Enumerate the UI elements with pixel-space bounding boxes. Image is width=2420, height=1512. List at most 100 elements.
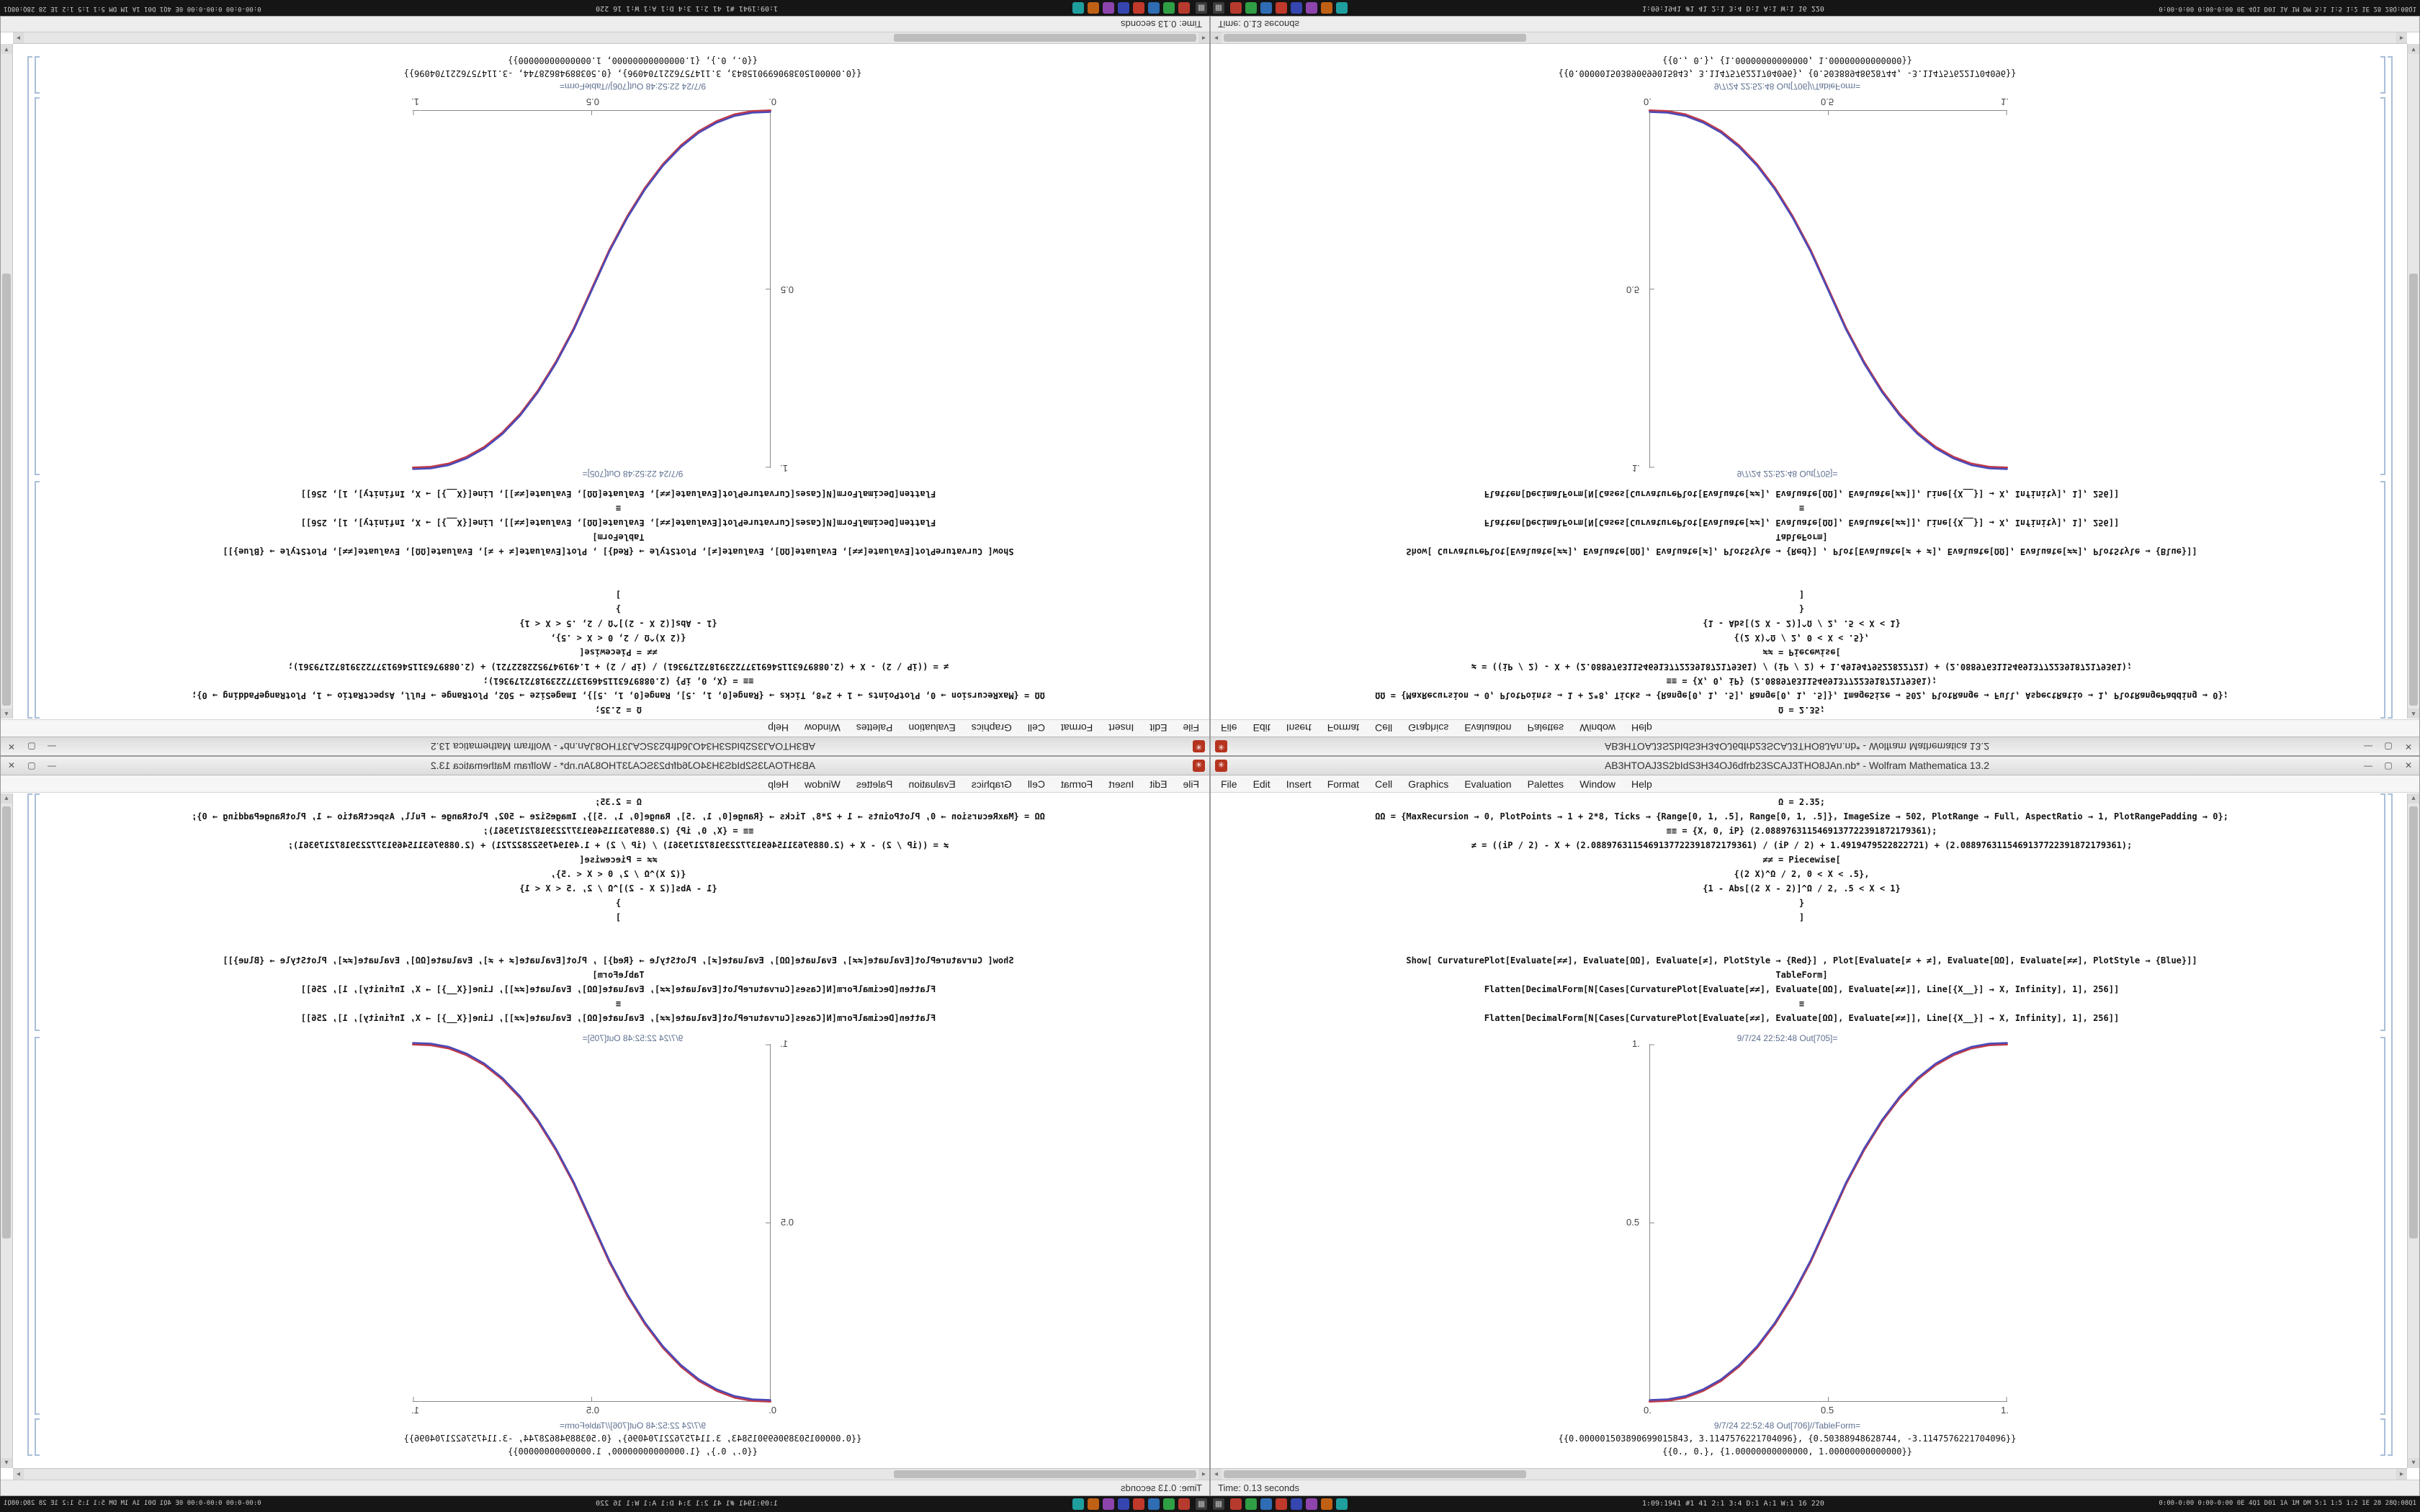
taskbar-app-blue[interactable] [1260,2,1272,14]
menu-item[interactable]: Insert [1108,778,1134,790]
horizontal-scrollbar-thumb[interactable] [1224,1470,1526,1478]
horizontal-scrollbar[interactable]: ◂ ▸ [1211,1468,2407,1480]
vertical-scrollbar-thumb[interactable] [2,806,11,1238]
table-cell-bracket[interactable] [2380,1418,2385,1456]
taskbar-app-green[interactable] [1163,2,1175,14]
vertical-scrollbar[interactable]: ▴ ▾ [1,793,13,1468]
menu-item[interactable]: Evaluation [1464,778,1512,790]
start-menu-icon[interactable]: ▦ [1213,2,1224,14]
scroll-up-icon[interactable]: ▴ [2408,793,2419,804]
taskbar-app-blue[interactable] [1148,2,1160,14]
vertical-scrollbar[interactable]: ▴ ▾ [2407,44,2419,719]
menu-item[interactable]: Palettes [856,722,893,734]
menu-item[interactable]: Format [1327,778,1360,790]
menu-item[interactable]: Palettes [856,778,893,790]
code-line[interactable]: ≠ = ((iP / 2) - X + (2.08897631154691377… [1471,840,2133,850]
menu-item[interactable]: Insert [1108,722,1134,734]
cell-group-bracket[interactable] [27,793,32,1456]
input-cells[interactable]: Ω = 2.35; ΩΩ = {MaxRecursion → 0, PlotPoi… [1240,487,2364,717]
taskbar-app-blue[interactable] [1148,1498,1160,1510]
code-line[interactable]: TableForm] [592,970,645,980]
menu-item[interactable]: Edit [1150,722,1168,734]
menu-item[interactable]: Insert [1286,722,1312,734]
code-line[interactable]: ≡ [1798,999,1805,1009]
code-line[interactable]: {1 - Abs[(2 X - 2)]^Ω / 2, .5 < X < 1} [519,883,717,894]
vertical-scrollbar[interactable]: ▴ ▾ [2407,793,2419,1468]
plot-cell-bracket[interactable] [2380,1037,2385,1415]
vertical-scrollbar-thumb[interactable] [2409,274,2418,706]
code-line[interactable]: Flatten[DecimalForm[N[Cases[CurvaturePlo… [1484,518,2120,528]
menu-item[interactable]: Graphics [1408,722,1449,734]
code-line[interactable] [56,559,1180,573]
menu-item[interactable]: Format [1327,722,1360,734]
cell-group-bracket[interactable] [2388,56,2393,719]
table-cell-bracket[interactable] [2380,56,2385,94]
notebook-content[interactable]: Ω = 2.35; ΩΩ = {MaxRecursion → 0, PlotPoi… [13,793,1209,1467]
horizontal-scrollbar[interactable]: ◂ ▸ [1211,32,2407,44]
menu-item[interactable]: Edit [1150,778,1168,790]
taskbar-app-crimson[interactable] [1276,2,1287,14]
minimize-button[interactable]: — [48,742,56,752]
taskbar-app-red[interactable] [1178,2,1190,14]
window-titlebar[interactable]: ✳ AB3HTOAJ3S2bIdS3H34OJ6dfrb23SCAJ3THO8J… [1,757,1209,775]
code-line[interactable]: Flatten[DecimalForm[N[Cases[CurvaturePlo… [300,1013,936,1023]
window-titlebar[interactable]: ✳ AB3HTOAJ3S2bIdS3H34OJ6dfrb23SCAJ3THO8J… [1,737,1209,755]
taskbar-app-indigo[interactable] [1291,1498,1302,1510]
scroll-up-icon[interactable]: ▴ [2408,708,2419,719]
menu-item[interactable]: Graphics [1408,778,1449,790]
input-cell-bracket[interactable] [2380,481,2385,719]
code-line[interactable]: ] [615,590,622,600]
code-line[interactable]: ≡≡ = {X, 0, iP} (2.088976311546913772239… [1666,676,1937,686]
horizontal-scrollbar[interactable]: ◂ ▸ [13,32,1209,44]
taskbar-app-orange[interactable] [1321,1498,1332,1510]
maximize-button[interactable]: ▢ [27,760,36,770]
input-cell-bracket[interactable] [35,793,40,1031]
notebook-content[interactable]: Ω = 2.35; ΩΩ = {MaxRecursion → 0, PlotPoi… [1211,45,2407,719]
input-cell-bracket[interactable] [2380,793,2385,1031]
taskbar-app-indigo[interactable] [1118,2,1129,14]
cell-group-bracket[interactable] [27,56,32,719]
taskbar-app-orange[interactable] [1321,2,1332,14]
maximize-button[interactable]: ▢ [27,742,36,752]
menu-item[interactable]: Help [1631,722,1652,734]
input-cells[interactable]: Ω = 2.35; ΩΩ = {MaxRecursion → 0, PlotPoi… [56,795,1180,1025]
taskbar-app-crimson[interactable] [1133,2,1144,14]
start-menu-icon[interactable]: ▦ [1213,1498,1224,1510]
taskbar-app-teal[interactable] [1072,2,1084,14]
window-titlebar[interactable]: ✳ AB3HTOAJ3S2bIdS3H34OJ6dfrb23SCAJ3THO8J… [1211,737,2419,755]
output-plot[interactable]: 0. 0.5 1. 0.5 1. [1626,96,2009,474]
code-line[interactable]: ] [615,912,622,922]
taskbar-app-indigo[interactable] [1291,2,1302,14]
scroll-up-icon[interactable]: ▴ [1,793,12,804]
menu-item[interactable]: Graphics [971,778,1012,790]
code-line[interactable]: ] [1798,912,1805,922]
code-line[interactable]: ≡ [1798,503,1805,513]
taskbar-app-purple[interactable] [1306,2,1317,14]
code-line[interactable]: TableForm] [1775,532,1828,542]
close-button[interactable]: ✕ [2404,760,2413,770]
menu-item[interactable]: Evaluation [908,778,956,790]
horizontal-scrollbar[interactable]: ◂ ▸ [13,1468,1209,1480]
code-line[interactable] [1240,559,2364,573]
code-line[interactable]: ΩΩ = {MaxRecursion → 0, PlotPoints → 1 +… [1375,690,2228,701]
taskbar-app-teal[interactable] [1072,1498,1084,1510]
code-line[interactable]: Flatten[DecimalForm[N[Cases[CurvaturePlo… [300,984,936,994]
code-line[interactable]: ≡≡ = {X, 0, iP} (2.088976311546913772239… [483,826,754,836]
code-line[interactable]: } [615,604,622,614]
start-menu-icon[interactable]: ▦ [1196,2,1207,14]
code-line[interactable]: ≡ [615,503,622,513]
table-cell-bracket[interactable] [35,56,40,94]
menu-item[interactable]: Cell [1375,778,1393,790]
start-menu-icon[interactable]: ▦ [1196,1498,1207,1510]
code-line[interactable]: } [1798,898,1805,908]
taskbar-app-red[interactable] [1230,1498,1242,1510]
code-line[interactable]: ≠≠ = Piecewise[ [1762,647,1841,657]
menu-item[interactable]: File [1221,722,1237,734]
cell-group-bracket[interactable] [2388,793,2393,1456]
code-line[interactable]: Ω = 2.35; [1778,705,1826,715]
code-line[interactable]: Flatten[DecimalForm[N[Cases[CurvaturePlo… [300,489,936,499]
taskbar-app-green[interactable] [1245,1498,1257,1510]
vertical-scrollbar-thumb[interactable] [2409,806,2418,1238]
taskbar-app-teal[interactable] [1336,1498,1348,1510]
taskbar-app-orange[interactable] [1088,1498,1099,1510]
